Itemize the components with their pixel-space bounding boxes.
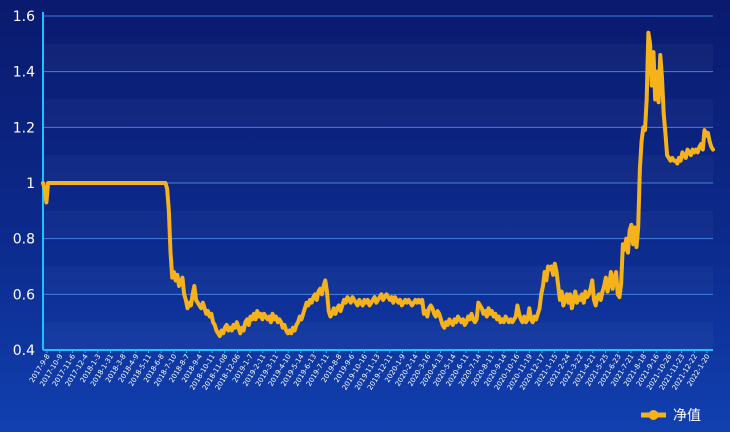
legend-label: 净值 — [673, 408, 701, 424]
y-tick-label: 1.6 — [13, 9, 35, 25]
legend: 净值 — [641, 408, 701, 424]
grid-band — [43, 211, 713, 239]
grid-band — [43, 155, 713, 183]
series-line-nav — [41, 30, 715, 339]
grid-band — [43, 322, 713, 350]
y-tick-label: 1.4 — [13, 65, 35, 81]
legend-marker — [648, 410, 659, 420]
grid-band — [43, 100, 713, 128]
y-tick-label: 1.2 — [13, 120, 35, 136]
y-tick-label: 0.4 — [13, 343, 35, 359]
y-tick-label: 0.6 — [13, 287, 35, 303]
grid-band — [43, 44, 713, 72]
alternating-bands — [43, 44, 713, 350]
y-tick-label: 0.8 — [13, 232, 35, 248]
y-tick-label: 1 — [26, 176, 35, 192]
